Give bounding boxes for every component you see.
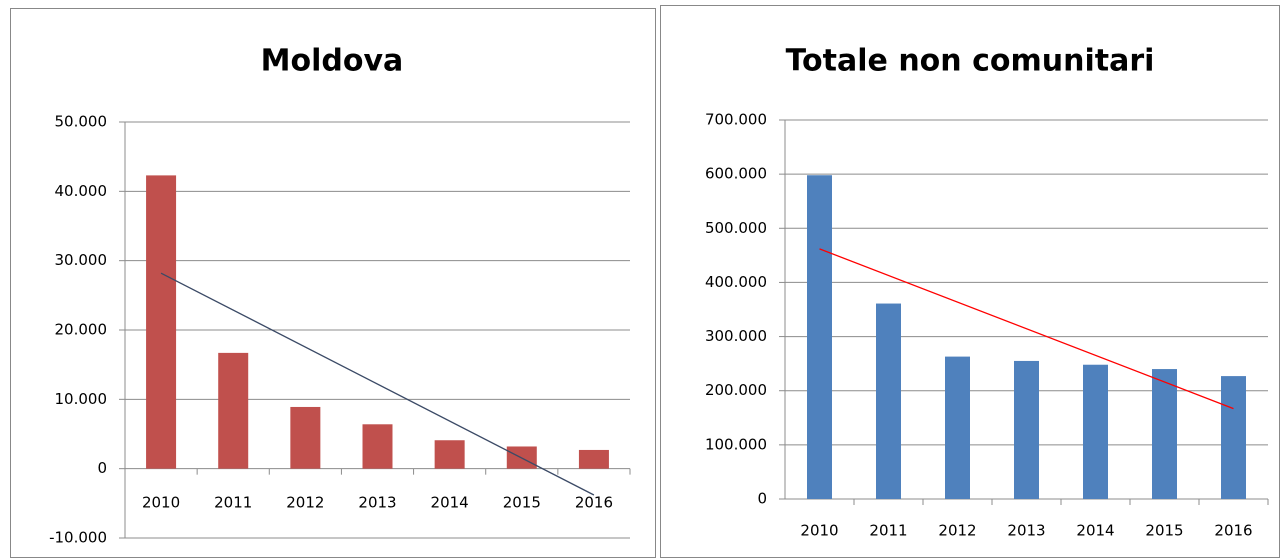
x-tick-label: 2010 [142,494,180,512]
bar [876,303,901,499]
bar [578,449,609,469]
x-tick-label: 2011 [869,522,907,540]
y-tick-label: 500.000 [705,219,767,237]
bar [362,424,393,469]
y-tick-label: 600.000 [705,165,767,183]
y-tick-label: 700.000 [705,111,767,129]
y-tick-label: 200.000 [705,381,767,399]
x-tick-label: 2016 [575,494,613,512]
x-tick-label: 2011 [214,494,252,512]
x-tick-label: 2010 [800,522,838,540]
y-tick-label: 400.000 [705,273,767,291]
bar [290,406,321,469]
x-tick-label: 2016 [1214,522,1252,540]
x-tick-label: 2014 [431,494,469,512]
y-tick-label: 300.000 [705,327,767,345]
bar [945,356,970,499]
y-tick-label: 30.000 [55,251,108,269]
bar [1221,376,1246,499]
x-tick-label: 2013 [358,494,396,512]
trendline [819,248,1234,410]
bar [1083,364,1108,499]
bar [807,175,832,499]
x-tick-label: 2015 [503,494,541,512]
bar [1152,369,1177,499]
chart-title: Moldova [261,44,404,79]
bar [1014,360,1039,499]
y-tick-label: 40.000 [55,182,108,200]
y-tick-label: 20.000 [55,321,108,339]
trendline [160,272,595,496]
x-tick-label: 2013 [1007,522,1045,540]
y-tick-label: 10.000 [55,390,108,408]
bar [146,175,177,469]
x-tick-label: 2012 [286,494,324,512]
y-tick-label: -10.000 [49,529,107,547]
y-tick-label: 0 [97,459,107,477]
y-tick-label: 50.000 [55,113,108,131]
y-tick-label: 0 [757,490,767,508]
x-tick-label: 2012 [938,522,976,540]
x-tick-label: 2015 [1145,522,1183,540]
bar [434,440,465,469]
bar [218,352,249,469]
panel [10,8,656,558]
y-tick-label: 100.000 [705,435,767,453]
chart-title: Totale non comunitari [786,44,1155,79]
x-tick-label: 2014 [1076,522,1114,540]
